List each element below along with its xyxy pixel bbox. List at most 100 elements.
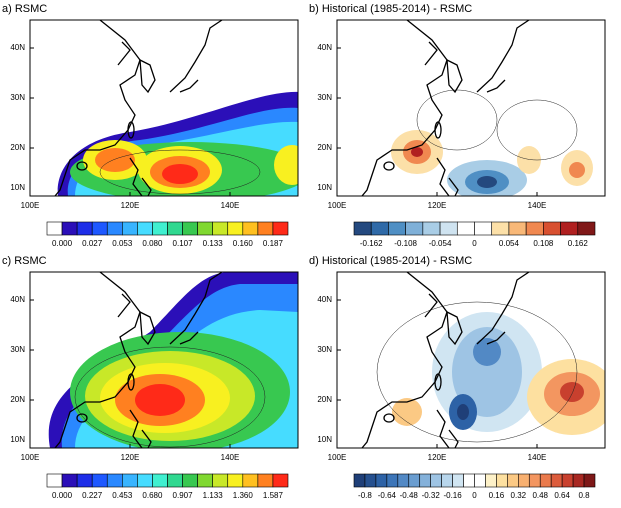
colorbar-label: -0.64 <box>378 491 397 500</box>
colorbar-label: 0.107 <box>173 239 194 248</box>
colorbar-label: 0.453 <box>112 491 133 500</box>
lon-label: 120E <box>121 201 140 210</box>
colorbar-box <box>182 221 198 236</box>
colorbar-label: 0.680 <box>142 491 163 500</box>
colorbar-box <box>257 473 274 488</box>
lat-label: 20N <box>317 143 332 152</box>
map-b <box>336 19 606 197</box>
colorbar-label: 0.027 <box>82 239 103 248</box>
lat-label: 30N <box>10 93 25 102</box>
lon-label: 100E <box>328 453 347 462</box>
colorbar-label: 1.360 <box>233 491 254 500</box>
colorbar-label: 1.133 <box>203 491 224 500</box>
colorbar-box <box>167 221 183 236</box>
lat-label: 40N <box>317 43 332 52</box>
colorbar-label: 0.907 <box>173 491 194 500</box>
lon-label: 100E <box>21 453 40 462</box>
lon-label: 100E <box>21 201 40 210</box>
colorbar-box <box>197 473 213 488</box>
colorbar-box <box>485 473 497 488</box>
colorbar-label: 0.000 <box>52 491 73 500</box>
lon-label: 140E <box>221 453 240 462</box>
colorbar-label: 0.64 <box>554 491 570 500</box>
colorbar-label: 0.162 <box>568 239 589 248</box>
lon-label: 120E <box>121 453 140 462</box>
colorbar-box <box>386 473 399 488</box>
colorbar-label: 1.587 <box>263 491 284 500</box>
colorbar-box <box>212 221 229 236</box>
lon-label: 140E <box>528 453 547 462</box>
colorbar-box <box>491 221 510 236</box>
colorbar-box <box>353 473 366 488</box>
colorbar-box <box>91 473 108 488</box>
colorbar-label: 0.187 <box>263 239 284 248</box>
colorbar-box <box>525 221 544 236</box>
colorbar-label: -0.108 <box>394 239 417 248</box>
colorbar-box <box>242 473 259 488</box>
colorbar-label: 0.054 <box>499 239 520 248</box>
colorbar-box <box>561 473 574 488</box>
lat-label: 30N <box>317 345 332 354</box>
colorbar-box <box>572 473 585 488</box>
colorbar-box <box>61 221 78 236</box>
panel-title: c) RSMC <box>2 255 47 267</box>
colorbar-box <box>408 473 421 488</box>
colorbar-label: 0.8 <box>578 491 590 500</box>
colorbar-box <box>577 221 596 236</box>
lat-label: 30N <box>10 345 25 354</box>
colorbar-box <box>46 221 63 236</box>
colorbar-box <box>543 221 561 236</box>
colorbar-label: 0.080 <box>142 239 163 248</box>
colorbar-box <box>364 473 377 488</box>
colorbar-box <box>583 473 596 488</box>
colorbar-box <box>167 473 183 488</box>
colorbar-box <box>518 473 530 488</box>
colorbar-box <box>227 473 244 488</box>
colorbar-box <box>46 473 63 488</box>
colorbar-box <box>106 473 123 488</box>
colorbar-label: 0.16 <box>489 491 505 500</box>
colorbar-box <box>496 473 508 488</box>
colorbar-box <box>539 473 552 488</box>
colorbar-label: 0.48 <box>532 491 548 500</box>
colorbar-box <box>375 473 388 488</box>
colorbar-label: 0 <box>472 239 477 248</box>
colorbar-box <box>405 221 424 236</box>
lat-label: 10N <box>10 183 25 192</box>
colorbar-label: 0.160 <box>233 239 254 248</box>
colorbar-box <box>397 473 410 488</box>
lat-label: 40N <box>10 295 25 304</box>
lon-label: 120E <box>428 453 447 462</box>
colorbar-box <box>272 473 289 488</box>
colorbar-label: 0.108 <box>533 239 554 248</box>
colorbar-label: 0.227 <box>82 491 103 500</box>
colorbar-box <box>212 473 229 488</box>
lon-label: 140E <box>221 201 240 210</box>
lat-label: 10N <box>317 183 332 192</box>
colorbar-box <box>76 473 93 488</box>
colorbar-box <box>508 221 527 236</box>
colorbar-box <box>152 473 168 488</box>
colorbar-label: 0.053 <box>112 239 133 248</box>
colorbar-box <box>197 221 213 236</box>
lat-label: 40N <box>10 43 25 52</box>
lat-label: 10N <box>10 435 25 444</box>
colorbar-box <box>76 221 93 236</box>
map-d <box>336 271 606 449</box>
colorbar-box <box>61 473 78 488</box>
colorbar-box <box>560 221 579 236</box>
lat-label: 10N <box>317 435 332 444</box>
colorbar-box <box>388 221 406 236</box>
colorbar-box <box>507 473 519 488</box>
colorbar-label: -0.8 <box>358 491 372 500</box>
panel-title: d) Historical (1985-2014) - RSMC <box>309 255 472 267</box>
colorbar-box <box>353 221 372 236</box>
colorbar-box <box>122 221 138 236</box>
colorbar-box <box>528 473 541 488</box>
colorbar-box <box>182 473 198 488</box>
colorbar-box <box>474 221 493 236</box>
map-a <box>29 19 299 197</box>
colorbar-box <box>152 221 168 236</box>
panel-title: b) Historical (1985-2014) - RSMC <box>309 3 472 15</box>
colorbar-box <box>91 221 108 236</box>
